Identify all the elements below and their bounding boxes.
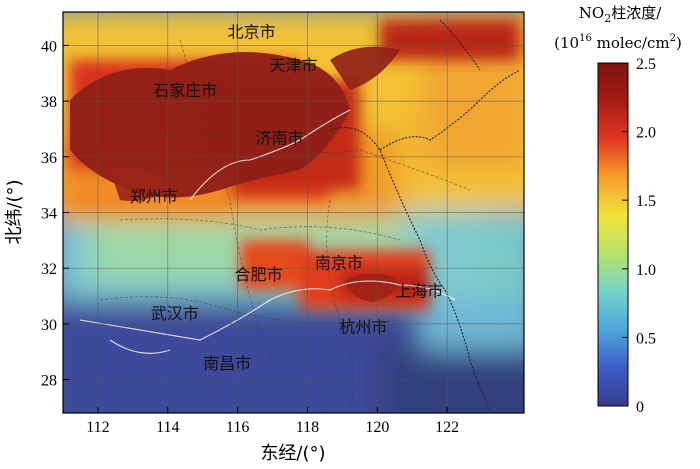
colorbar-tick-label: 2.5 xyxy=(636,56,656,73)
colorbar-tick-label: 0.5 xyxy=(636,330,656,347)
colorbar-title-line2: (1016 molec/cm2) xyxy=(554,33,682,52)
lat-lon-grid xyxy=(63,12,524,413)
x-tick-label: 122 xyxy=(435,419,459,436)
colorbar-tick-label: 1.0 xyxy=(636,262,656,279)
rivers xyxy=(79,109,456,354)
latitude-ticks: 28 30 32 34 36 38 40 xyxy=(41,38,69,390)
city-label: 南京市 xyxy=(315,254,363,273)
city-label: 合肥市 xyxy=(235,265,283,284)
colorbar-tick-label: 2.0 xyxy=(636,125,656,142)
city-label: 南昌市 xyxy=(203,354,251,373)
y-tick-label: 38 xyxy=(41,94,57,111)
colorbar: NO2柱浓度/ (1016 molec/cm2) 0 0.5 1.0 1.5 2.0 2.… xyxy=(554,4,682,416)
city-label: 上海市 xyxy=(395,281,443,300)
colorbar-tick-label: 1.5 xyxy=(636,193,656,210)
city-label: 武汉市 xyxy=(151,304,199,323)
y-tick-label: 30 xyxy=(41,317,57,334)
city-label: 石家庄市 xyxy=(153,81,217,100)
peak-concentration-field xyxy=(70,46,400,302)
colorbar-gradient xyxy=(597,62,629,407)
x-tick-label: 116 xyxy=(226,419,249,436)
city-label: 郑州市 xyxy=(130,187,178,206)
city-label: 济南市 xyxy=(256,128,304,147)
colorbar-tick-label: 0 xyxy=(636,399,644,416)
province-borders xyxy=(89,39,471,411)
x-tick-label: 112 xyxy=(86,419,109,436)
y-tick-label: 28 xyxy=(41,373,57,390)
y-axis-title: 北纬/(°) xyxy=(4,179,25,244)
colorbar-title-line1: NO2柱浓度/ xyxy=(579,4,662,25)
y-tick-label: 36 xyxy=(41,150,57,167)
y-tick-label: 32 xyxy=(41,261,57,278)
x-tick-label: 118 xyxy=(296,419,319,436)
coastline xyxy=(329,19,521,411)
city-label: 北京市 xyxy=(228,22,276,41)
city-label: 天津市 xyxy=(269,56,317,75)
city-label: 杭州市 xyxy=(339,318,387,337)
y-tick-label: 34 xyxy=(41,206,57,223)
x-tick-label: 120 xyxy=(365,419,389,436)
colorbar-ticks: 0 0.5 1.0 1.5 2.0 2.5 xyxy=(622,56,656,416)
x-tick-label: 114 xyxy=(156,419,179,436)
longitude-ticks: 112 114 116 118 120 122 xyxy=(86,407,459,436)
y-tick-label: 40 xyxy=(41,38,57,55)
x-axis-title: 东经/(°) xyxy=(260,443,325,464)
